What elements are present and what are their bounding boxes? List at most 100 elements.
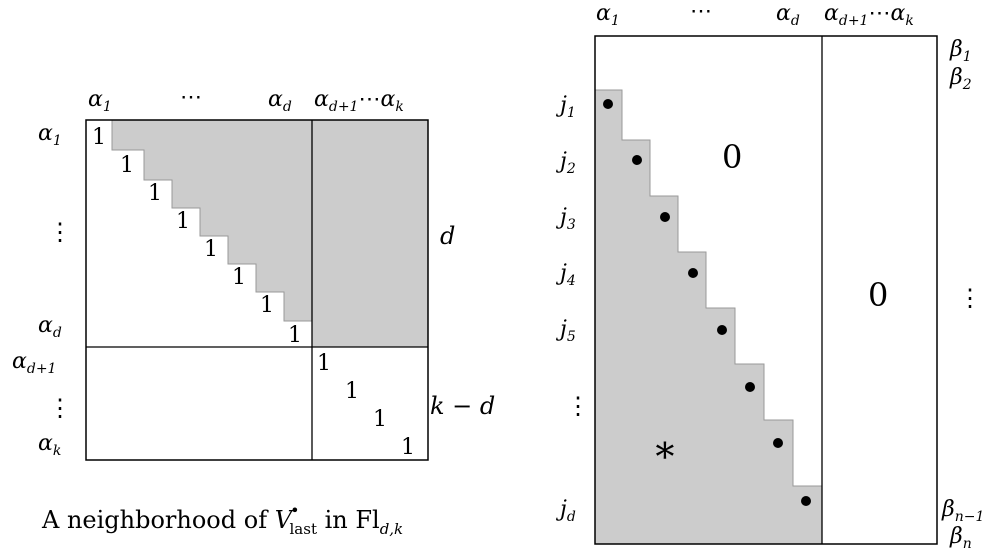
caption-mid: in Fl (317, 506, 380, 534)
svg-text:j1: j1 (555, 93, 576, 121)
pivot-dot (717, 325, 727, 335)
label-sub: d+1 (27, 361, 57, 377)
diag-one: 1 (288, 323, 302, 348)
pivot-dot (801, 496, 811, 506)
zero-upper: 0 (722, 138, 742, 176)
label-alpha: α (776, 1, 791, 26)
svg-text:αd+1: αd+1 (12, 349, 56, 377)
side-label-d: d (440, 222, 455, 250)
right-shaded-lower-staircase (594, 89, 823, 545)
left-matrix-border (85, 119, 429, 461)
pivot-dot (603, 99, 613, 109)
pivot-dot (660, 212, 670, 222)
label-beta: β (941, 497, 955, 522)
left-diagonal-top: 1 1 1 1 1 1 1 1 (92, 125, 302, 348)
label-alpha: α (268, 87, 283, 112)
svg-text:α1: α1 (596, 1, 620, 29)
label-j: j (555, 497, 567, 522)
col-dots: ⋯ (358, 87, 380, 112)
label-sub: d (791, 13, 800, 29)
right-row-labels: j1 j2 j3 j4 j5 ⋮ jd (555, 93, 590, 525)
svg-text:βn−1: βn−1 (941, 497, 984, 525)
svg-text:j4: j4 (555, 261, 576, 289)
left-shaded-right-block (312, 120, 428, 347)
label-j: j (555, 205, 567, 230)
svg-text:β2: β2 (949, 65, 972, 93)
label-sub: 1 (963, 49, 972, 65)
left-matrix: 1 1 1 1 1 1 1 1 1 1 1 1 α1 ⋯ αd αd+1⋯αk … (12, 85, 495, 461)
label-sub: 4 (566, 273, 576, 289)
svg-text:αd: αd (38, 313, 62, 341)
label-sub: 1 (53, 133, 62, 149)
caption-V: V (275, 506, 295, 534)
label-beta: β (949, 524, 963, 549)
label-sub: n (963, 536, 972, 552)
label-j: j (555, 93, 567, 118)
svg-text:αk: αk (38, 431, 61, 459)
right-pivot-dots (603, 99, 811, 506)
label-beta: β (949, 65, 963, 90)
row-vdots: ⋮ (566, 392, 590, 420)
diag-one: 1 (345, 379, 359, 404)
label-alpha: α (12, 349, 27, 374)
label-sub: n−1 (955, 509, 985, 525)
col-dots: ⋯ (690, 0, 712, 24)
label-sub: k (53, 443, 61, 459)
label-sub: d (53, 325, 62, 341)
svg-text:αd+1⋯αk: αd+1⋯αk (824, 1, 914, 29)
right-matrix-border (594, 35, 938, 545)
col-dots: ⋯ (868, 1, 890, 26)
right-col-labels: α1 ⋯ αd αd+1⋯αk (596, 0, 914, 29)
svg-text:j2: j2 (555, 149, 576, 177)
diag-one: 1 (204, 237, 218, 262)
label-sub: 1 (611, 13, 620, 29)
right-matrix: 0 0 ∗ α1 ⋯ αd αd+1⋯αk j1 j2 j3 j4 j5 ⋮ j… (555, 0, 984, 552)
label-alpha: α (38, 431, 53, 456)
label-beta: β (949, 37, 963, 62)
row-vdots: ⋮ (48, 218, 72, 246)
diag-one: 1 (148, 181, 162, 206)
pivot-dot (688, 268, 698, 278)
pivot-dot (745, 382, 755, 392)
diag-one: 1 (373, 407, 387, 432)
label-alpha: α (314, 87, 329, 112)
svg-text:jd: jd (555, 497, 576, 525)
label-sub: 1 (103, 99, 112, 115)
col-dots: ⋯ (180, 85, 202, 110)
zero-right: 0 (868, 276, 888, 314)
svg-text:αd+1⋯αk: αd+1⋯αk (314, 87, 404, 115)
label-alpha: α (38, 313, 53, 338)
svg-text:βn: βn (949, 524, 972, 552)
label-j: j (555, 317, 567, 342)
pivot-dot (773, 438, 783, 448)
diag-one: 1 (120, 153, 134, 178)
label-alpha: α (380, 87, 395, 112)
caption-sub: last (290, 520, 317, 538)
row-vdots: ⋮ (48, 394, 72, 422)
diag-one: 1 (260, 293, 274, 318)
left-row-labels: α1 ⋮ αd αd+1 ⋮ αk (12, 121, 72, 459)
star-symbol: ∗ (652, 427, 678, 471)
label-sub: d (567, 509, 576, 525)
svg-text:j5: j5 (555, 317, 576, 345)
diag-one: 1 (317, 351, 331, 376)
svg-text:β1: β1 (949, 37, 972, 65)
svg-text:α1: α1 (88, 87, 112, 115)
label-sub: d (283, 99, 292, 115)
label-sub: d+1 (839, 13, 869, 29)
label-alpha: α (596, 1, 611, 26)
label-j: j (555, 261, 567, 286)
left-col-labels: α1 ⋯ αd αd+1⋯αk (88, 85, 404, 115)
label-sub: k (905, 13, 913, 29)
diag-one: 1 (232, 265, 246, 290)
svg-text:αd: αd (776, 1, 800, 29)
caption-prefix: A neighborhood of (41, 506, 275, 534)
beta-vdots: ⋮ (958, 284, 982, 312)
left-diagonal-bottom: 1 1 1 1 (317, 351, 415, 460)
diag-one: 1 (176, 209, 190, 234)
label-alpha: α (88, 87, 103, 112)
caption-fl-sub: d,k (380, 520, 403, 538)
caption-sup: • (290, 501, 299, 520)
pivot-dot (632, 155, 642, 165)
svg-text:αd: αd (268, 87, 292, 115)
